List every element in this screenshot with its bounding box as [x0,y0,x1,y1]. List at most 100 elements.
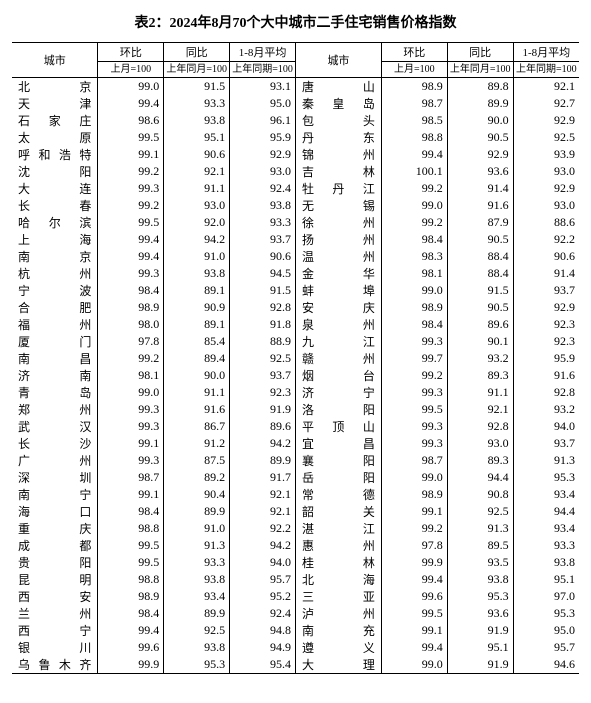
avg-cell: 92.9 [513,299,579,316]
mom-cell: 99.3 [98,418,164,435]
city-cell: 合肥 [12,299,98,316]
mom-cell: 99.9 [381,554,447,571]
table-row: 太原99.595.195.9丹东98.890.592.5 [12,129,579,146]
mom-cell: 98.8 [98,571,164,588]
yoy-cell: 89.4 [164,350,230,367]
table-row: 西安98.993.495.2三亚99.695.397.0 [12,588,579,605]
yoy-cell: 91.6 [164,401,230,418]
avg-cell: 94.9 [230,639,296,656]
mom-cell: 100.1 [381,163,447,180]
yoy-cell: 89.9 [164,605,230,622]
avg-cell: 90.6 [513,248,579,265]
yoy-cell: 93.8 [164,639,230,656]
city-cell: 济宁 [295,384,381,401]
yoy-cell: 94.2 [164,231,230,248]
avg-cell: 93.0 [513,197,579,214]
table-row: 沈阳99.292.193.0吉林100.193.693.0 [12,163,579,180]
city-cell: 湛江 [295,520,381,537]
mom-cell: 98.9 [98,299,164,316]
avg-cell: 93.1 [230,78,296,96]
avg-cell: 93.4 [513,486,579,503]
hdr-avg-left: 1-8月平均 [230,43,296,62]
city-cell: 济南 [12,367,98,384]
yoy-cell: 89.9 [164,503,230,520]
city-cell: 丹东 [295,129,381,146]
city-cell: 烟台 [295,367,381,384]
yoy-cell: 92.0 [164,214,230,231]
city-cell: 武汉 [12,418,98,435]
city-cell: 贵阳 [12,554,98,571]
city-cell: 九江 [295,333,381,350]
mom-cell: 99.4 [98,231,164,248]
mom-cell: 99.5 [381,605,447,622]
avg-cell: 88.6 [513,214,579,231]
mom-cell: 98.4 [98,605,164,622]
yoy-cell: 90.1 [447,333,513,350]
city-cell: 郑州 [12,401,98,418]
avg-cell: 92.5 [230,350,296,367]
avg-cell: 92.2 [513,231,579,248]
avg-cell: 93.7 [230,367,296,384]
yoy-cell: 91.6 [447,197,513,214]
yoy-cell: 93.3 [164,554,230,571]
city-cell: 海口 [12,503,98,520]
mom-cell: 99.3 [381,435,447,452]
yoy-cell: 91.1 [447,384,513,401]
mom-cell: 99.3 [98,180,164,197]
avg-cell: 93.2 [513,401,579,418]
city-cell: 太原 [12,129,98,146]
table-row: 乌鲁木齐99.995.395.4大理99.091.994.6 [12,656,579,674]
mom-cell: 99.4 [98,622,164,639]
yoy-cell: 92.1 [164,163,230,180]
mom-cell: 98.7 [98,469,164,486]
city-cell: 银川 [12,639,98,656]
mom-cell: 98.5 [381,112,447,129]
city-cell: 宁波 [12,282,98,299]
mom-cell: 99.5 [98,129,164,146]
avg-cell: 95.3 [513,469,579,486]
yoy-cell: 92.5 [447,503,513,520]
yoy-cell: 93.0 [447,435,513,452]
hdr-yoy-left: 同比 [164,43,230,62]
avg-cell: 93.3 [513,537,579,554]
yoy-cell: 88.4 [447,265,513,282]
table-row: 深圳98.789.291.7岳阳99.094.495.3 [12,469,579,486]
avg-cell: 92.4 [230,180,296,197]
city-cell: 徐州 [295,214,381,231]
mom-cell: 99.1 [98,486,164,503]
hdr-mom-sub-left: 上月=100 [98,62,164,78]
yoy-cell: 95.1 [164,129,230,146]
yoy-cell: 91.1 [164,180,230,197]
city-cell: 成都 [12,537,98,554]
mom-cell: 99.0 [381,469,447,486]
avg-cell: 95.3 [513,605,579,622]
yoy-cell: 95.3 [447,588,513,605]
city-cell: 长春 [12,197,98,214]
mom-cell: 99.2 [98,197,164,214]
city-cell: 北海 [295,571,381,588]
table-row: 武汉99.386.789.6平顶山99.392.894.0 [12,418,579,435]
table-row: 南昌99.289.492.5赣州99.793.295.9 [12,350,579,367]
city-cell: 常德 [295,486,381,503]
yoy-cell: 93.0 [164,197,230,214]
hdr-city-left: 城市 [12,43,98,78]
city-cell: 上海 [12,231,98,248]
table-title: 表2：2024年8月70个大中城市二手住宅销售价格指数 [12,12,579,32]
hdr-avg-right: 1-8月平均 [513,43,579,62]
mom-cell: 98.7 [381,452,447,469]
mom-cell: 99.4 [381,639,447,656]
avg-cell: 92.5 [513,129,579,146]
city-cell: 三亚 [295,588,381,605]
avg-cell: 88.9 [230,333,296,350]
city-cell: 厦门 [12,333,98,350]
avg-cell: 90.6 [230,248,296,265]
yoy-cell: 92.8 [447,418,513,435]
mom-cell: 99.0 [98,78,164,96]
avg-cell: 93.9 [513,146,579,163]
avg-cell: 94.8 [230,622,296,639]
yoy-cell: 90.8 [447,486,513,503]
hdr-mom-right: 环比 [381,43,447,62]
city-cell: 秦皇岛 [295,95,381,112]
avg-cell: 91.4 [513,265,579,282]
avg-cell: 92.8 [230,299,296,316]
